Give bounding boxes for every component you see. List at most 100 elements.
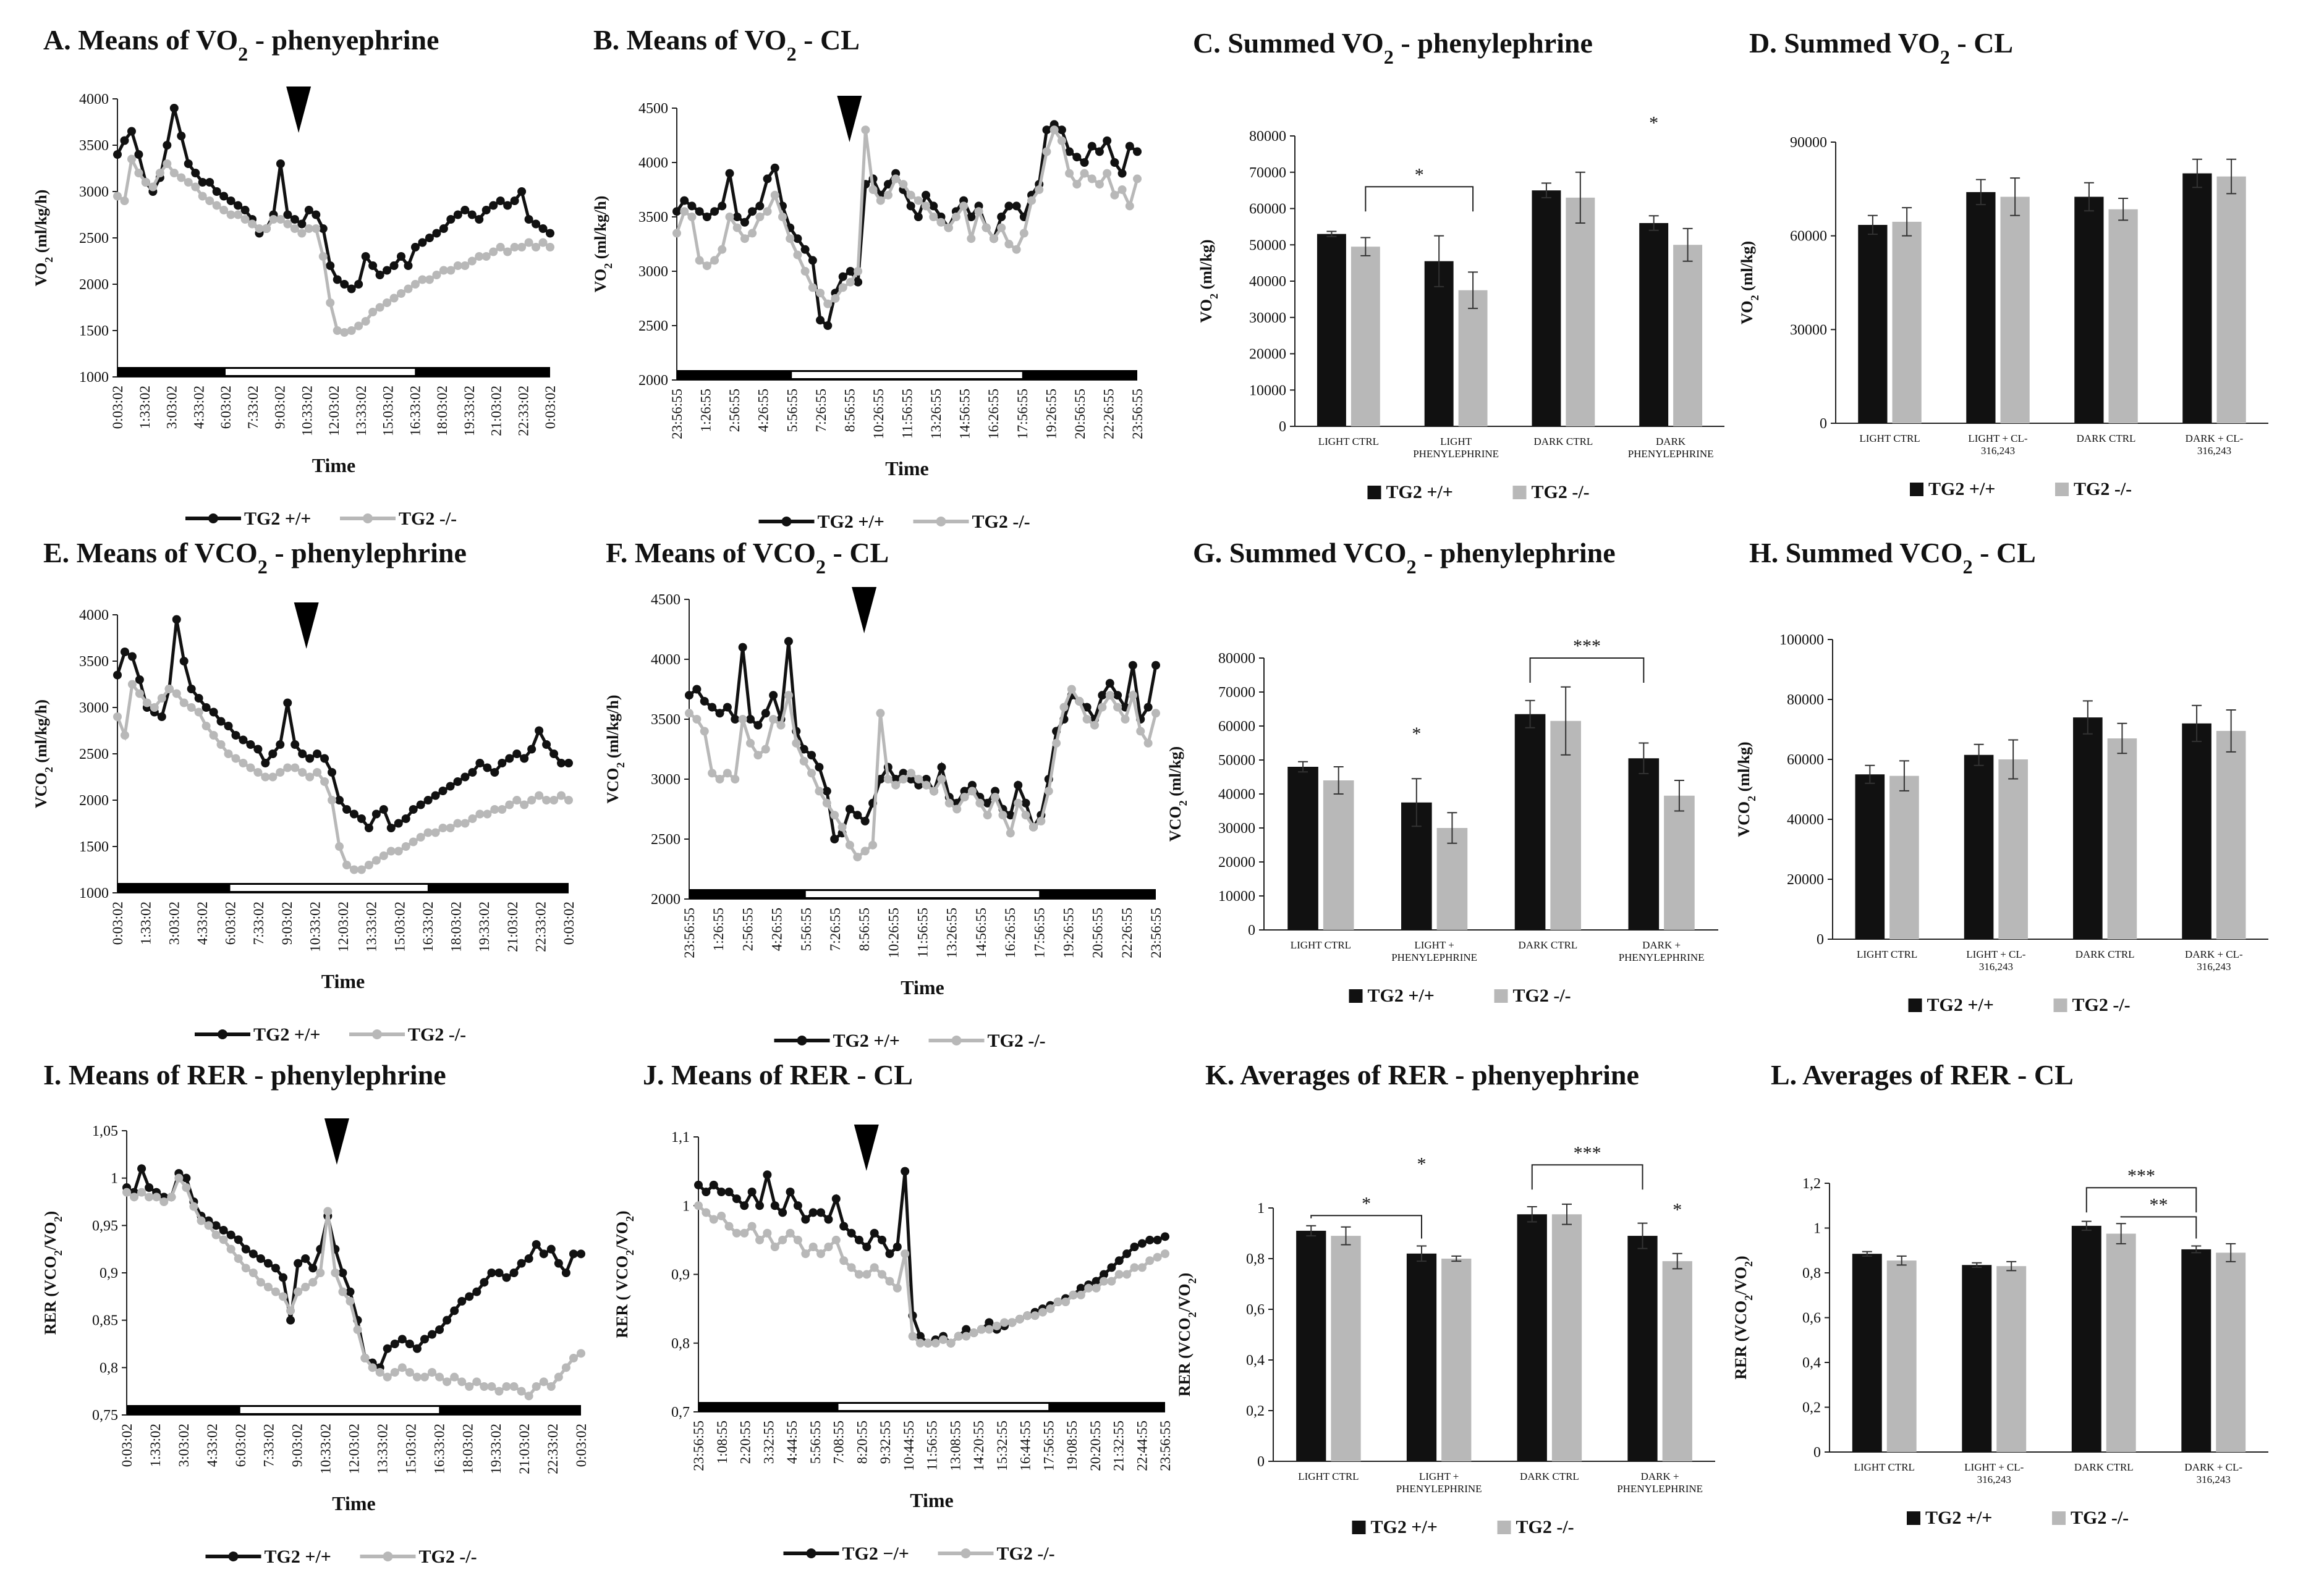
x-tick-label: 4:33:02 (205, 1424, 220, 1467)
data-point (906, 769, 915, 778)
category-label: DARK CTRL (2076, 948, 2135, 960)
data-point (219, 192, 229, 201)
x-tick-label: 11:56:55 (915, 908, 931, 958)
data-point (172, 615, 181, 624)
data-point (717, 1211, 726, 1220)
data-point (401, 842, 410, 851)
x-tick-label: 9:03:02 (290, 1424, 305, 1467)
x-tick-label: 4:26:55 (756, 389, 771, 432)
x-tick-label: 18:03:02 (449, 901, 464, 952)
data-point (901, 1249, 910, 1259)
data-point (1103, 169, 1112, 178)
data-point (410, 280, 420, 289)
light-phase-bar (838, 1404, 1049, 1410)
data-point (962, 1325, 971, 1334)
y-tick-label: 2000 (638, 373, 668, 389)
data-point (256, 1254, 265, 1263)
data-point (1136, 727, 1145, 736)
bar-ko (2107, 738, 2137, 939)
data-point (672, 207, 681, 216)
data-point (304, 224, 313, 233)
legend-ko-label: TG2 -/- (997, 1543, 1055, 1564)
x-tick-label: 2:56:55 (740, 908, 755, 951)
data-point (997, 213, 1006, 221)
data-point (931, 1338, 940, 1348)
data-point (347, 326, 356, 335)
category-label: 316,243 (1981, 445, 2015, 457)
chart-title: H. Summed VCO2 - CL (1749, 537, 2036, 578)
data-point (167, 1193, 176, 1202)
data-point (952, 804, 962, 814)
data-point (246, 763, 255, 772)
x-tick-label: 21:32:55 (1111, 1421, 1127, 1471)
bar-wt (1296, 1230, 1326, 1461)
significance-label: * (1415, 164, 1424, 185)
data-point (368, 261, 378, 270)
legend-wt-marker (781, 517, 792, 526)
data-point (467, 256, 477, 266)
data-point (554, 1372, 563, 1382)
data-point (724, 1222, 734, 1231)
legend-wt-swatch (1910, 483, 1923, 496)
x-tick-label: 7:33:02 (261, 1424, 277, 1467)
x-tick-label: 6:03:02 (218, 386, 234, 429)
data-point (354, 321, 363, 331)
legend-ko-label: TG2 -/- (399, 509, 457, 529)
data-point (830, 811, 839, 820)
data-point (226, 196, 235, 205)
data-point (410, 243, 420, 251)
data-point (271, 1264, 280, 1273)
data-point (883, 190, 893, 200)
data-point (1028, 822, 1038, 832)
injection-arrow-icon (852, 587, 877, 633)
data-point (120, 136, 129, 145)
data-point (253, 745, 263, 754)
data-point (148, 182, 158, 192)
data-point (163, 159, 172, 168)
x-tick-label: 13:33:02 (364, 901, 380, 952)
data-point (328, 796, 337, 804)
chart-title: C. Summed VO2 - phenylephrine (1193, 27, 1593, 68)
y-tick-label: 0,4 (1802, 1355, 1821, 1371)
x-tick-label: 7:33:02 (245, 386, 261, 429)
data-point (815, 787, 824, 796)
data-point (261, 224, 271, 233)
data-point (694, 1201, 703, 1210)
data-point (1161, 1232, 1169, 1241)
y-tick-label: 3500 (79, 654, 109, 670)
data-point (524, 1391, 533, 1401)
data-point (150, 703, 159, 712)
data-point (997, 223, 1006, 232)
x-tick-label: 4:33:02 (191, 386, 206, 429)
data-point (211, 1221, 221, 1230)
data-point (276, 740, 285, 749)
data-point (1105, 678, 1114, 688)
data-point (286, 1306, 295, 1315)
data-point (201, 722, 211, 730)
data-point (127, 154, 136, 164)
y-tick-label: 0 (1813, 1445, 1821, 1461)
data-point (1103, 136, 1112, 145)
data-point (331, 1269, 340, 1277)
data-point (761, 709, 770, 718)
data-point (234, 201, 243, 210)
bar-wt (1424, 261, 1454, 426)
data-point (137, 1188, 146, 1197)
x-tick-label: 6:03:02 (223, 901, 239, 945)
data-point (740, 217, 749, 227)
significance-label: ** (2150, 1194, 2168, 1215)
data-point (428, 1368, 437, 1377)
data-point (708, 769, 717, 778)
category-label: 316,243 (2197, 961, 2231, 973)
data-point (546, 1244, 556, 1254)
data-point (135, 675, 144, 684)
x-tick-label: 14:56:55 (957, 389, 973, 439)
data-point (951, 213, 960, 221)
data-point (702, 1188, 711, 1196)
x-tick-label: 17:56:55 (1015, 389, 1030, 439)
x-tick-label: 0:03:02 (561, 901, 577, 945)
data-point (914, 775, 923, 783)
legend-wt-swatch (1907, 1511, 1920, 1525)
